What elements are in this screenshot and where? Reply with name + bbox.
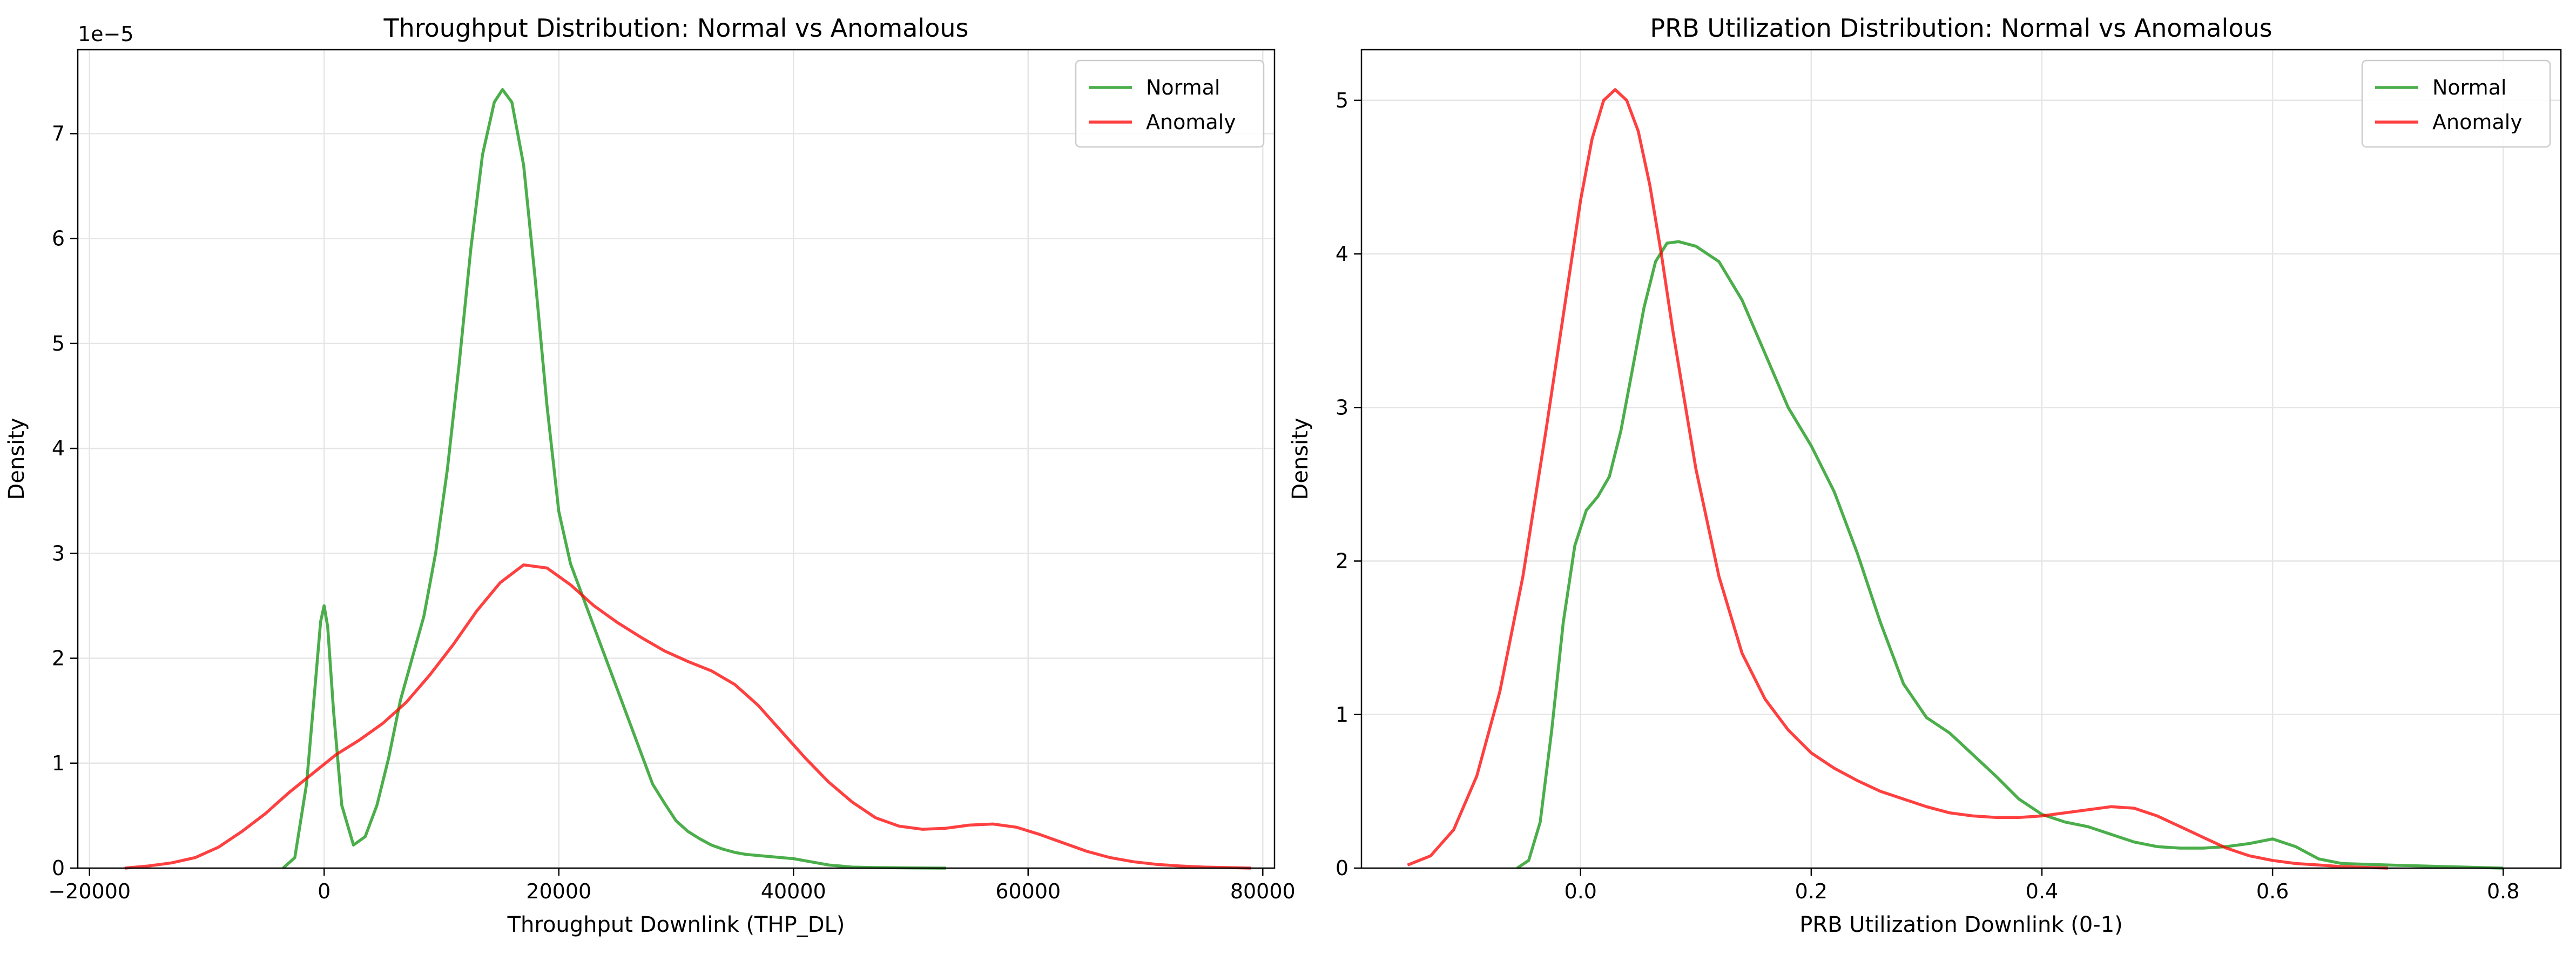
x-tick-label: 0.6 bbox=[2256, 879, 2289, 903]
y-tick-label: 0 bbox=[52, 856, 65, 880]
y-offset-label: 1e−5 bbox=[78, 22, 134, 46]
series-line-anomaly bbox=[124, 563, 1251, 870]
y-tick-label: 7 bbox=[52, 122, 65, 145]
y-tick-label: 4 bbox=[52, 436, 65, 460]
y-tick-label: 0 bbox=[1336, 856, 1348, 880]
x-tick-label: 80000 bbox=[1230, 879, 1296, 903]
legend: Normal Anomaly bbox=[1075, 59, 1265, 148]
y-tick-label: 5 bbox=[1336, 89, 1348, 112]
y-tick-label: 4 bbox=[1336, 242, 1348, 266]
x-axis-label: Throughput Downlink (THP_DL) bbox=[507, 912, 845, 937]
y-tick-label: 3 bbox=[1336, 395, 1348, 419]
x-tick-label: 0 bbox=[318, 879, 331, 903]
axes-frame bbox=[1360, 49, 2562, 869]
series-line-anomaly bbox=[1407, 88, 2388, 870]
chart-title: Throughput Distribution: Normal vs Anoma… bbox=[383, 14, 969, 43]
y-tick-label: 2 bbox=[52, 647, 65, 670]
y-tick-label: 1 bbox=[52, 751, 65, 775]
y-tick-label: 6 bbox=[52, 227, 65, 251]
legend-label-normal: Normal bbox=[2432, 76, 2507, 99]
legend-label-normal: Normal bbox=[1146, 76, 1220, 99]
x-tick-label: −20000 bbox=[48, 879, 131, 903]
series-line-normal bbox=[1516, 240, 2504, 870]
chart-panel-2: 0.0 0.2 0.4 0.6 0.8 0 1 2 3 4 5 PRB Utilization Dis… bbox=[1288, 14, 2562, 937]
x-axis-label: PRB Utilization Downlink (0-1) bbox=[1799, 912, 2123, 937]
x-tick-label: 60000 bbox=[995, 879, 1061, 903]
y-tick-label: 5 bbox=[52, 332, 65, 355]
y-tick-label: 2 bbox=[1336, 549, 1348, 573]
legend-label-anomaly: Anomaly bbox=[1146, 110, 1236, 134]
y-axis-label: Density bbox=[4, 418, 29, 500]
x-tick-label: 0.0 bbox=[1565, 879, 1597, 903]
axes-frame bbox=[77, 49, 1276, 869]
series-line-normal bbox=[282, 88, 946, 870]
legend-label-anomaly: Anomaly bbox=[2432, 110, 2523, 134]
x-tick-label: 0.8 bbox=[2487, 879, 2519, 903]
legend: Normal Anomaly bbox=[2361, 59, 2551, 148]
y-tick-label: 3 bbox=[52, 541, 65, 565]
legend-box bbox=[1075, 59, 1265, 148]
x-tick-label: 40000 bbox=[761, 879, 826, 903]
y-tick-label: 1 bbox=[1336, 703, 1348, 727]
x-tick-label: 0.4 bbox=[2026, 879, 2058, 903]
x-tick-label: 20000 bbox=[526, 879, 591, 903]
legend-box bbox=[2361, 59, 2551, 148]
x-tick-label: 0.2 bbox=[1795, 879, 1828, 903]
chart-title: PRB Utilization Distribution: Normal vs … bbox=[1650, 14, 2272, 43]
y-axis-label: Density bbox=[1288, 418, 1313, 500]
